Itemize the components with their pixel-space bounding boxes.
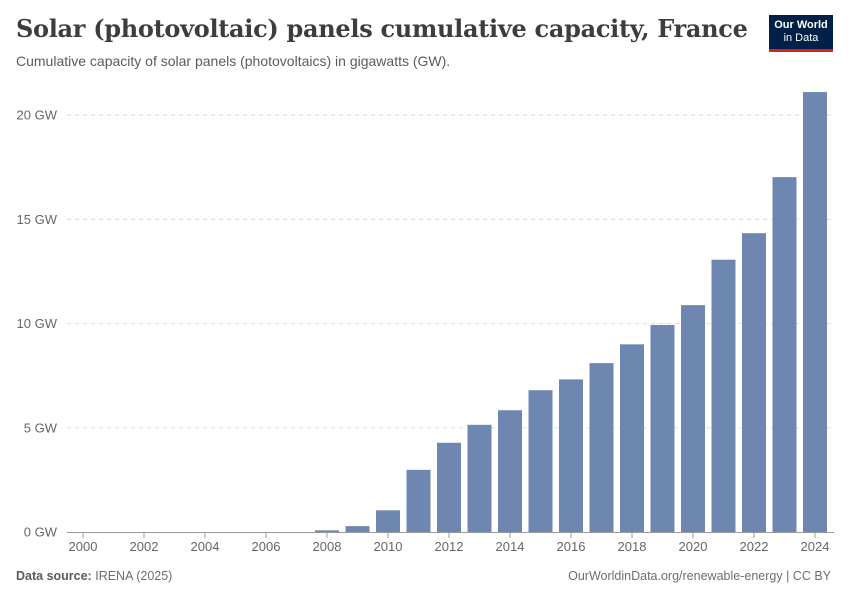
bar[interactable] [559,379,583,532]
x-tick-label: 2018 [618,539,647,554]
y-tick-label: 10 GW [17,316,58,331]
x-tick-label: 2006 [252,539,281,554]
logo-line-1: Our World [774,19,828,31]
bar[interactable] [467,424,492,532]
x-tick-label: 2002 [130,539,159,554]
bar[interactable] [681,305,705,532]
x-tick-label: 2022 [740,539,769,554]
x-tick-label: 2016 [557,539,586,554]
x-tick-label: 2010 [374,539,403,554]
bar[interactable] [650,324,675,532]
chart-subtitle: Cumulative capacity of solar panels (pho… [16,53,451,69]
bar[interactable] [589,363,614,532]
footer-links: OurWorldinData.org/renewable-energy | CC… [568,569,831,583]
y-tick-label: 0 GW [24,525,58,540]
license-text: | CC BY [786,569,831,583]
bar[interactable] [406,469,431,532]
bar[interactable] [528,390,553,532]
bar[interactable] [620,344,644,532]
bar[interactable] [711,259,736,532]
y-tick-label: 20 GW [17,108,58,123]
bar[interactable] [345,526,370,532]
x-tick-label: 2004 [191,539,220,554]
bar[interactable] [772,177,797,532]
data-source-label: Data source: [16,569,92,583]
bar[interactable] [742,233,766,533]
x-tick-label: 2024 [801,539,830,554]
y-tick-label: 15 GW [17,212,58,227]
bar[interactable] [437,442,461,532]
data-source: Data source: IRENA (2025) [16,569,172,583]
data-source-value: IRENA (2025) [95,569,173,583]
bar[interactable] [315,530,339,532]
x-tick-label: 2012 [435,539,464,554]
chart-title: Solar (photovoltaic) panels cumulative c… [16,14,748,43]
y-tick-label: 5 GW [24,420,58,435]
bar[interactable] [376,510,400,532]
source-link[interactable]: OurWorldinData.org/renewable-energy [568,569,783,583]
x-tick-label: 2008 [313,539,342,554]
owid-logo[interactable]: Our World in Data [769,15,833,52]
bar[interactable] [803,92,827,532]
x-tick-label: 2000 [69,539,98,554]
x-tick-label: 2014 [496,539,525,554]
bar[interactable] [498,410,522,532]
x-tick-label: 2020 [679,539,708,554]
bar-chart: 0 GW 5 GW 10 GW 15 GW 20 GW 2000 2002 2004 2006 2… [17,92,834,554]
logo-line-2: in Data [783,32,819,44]
